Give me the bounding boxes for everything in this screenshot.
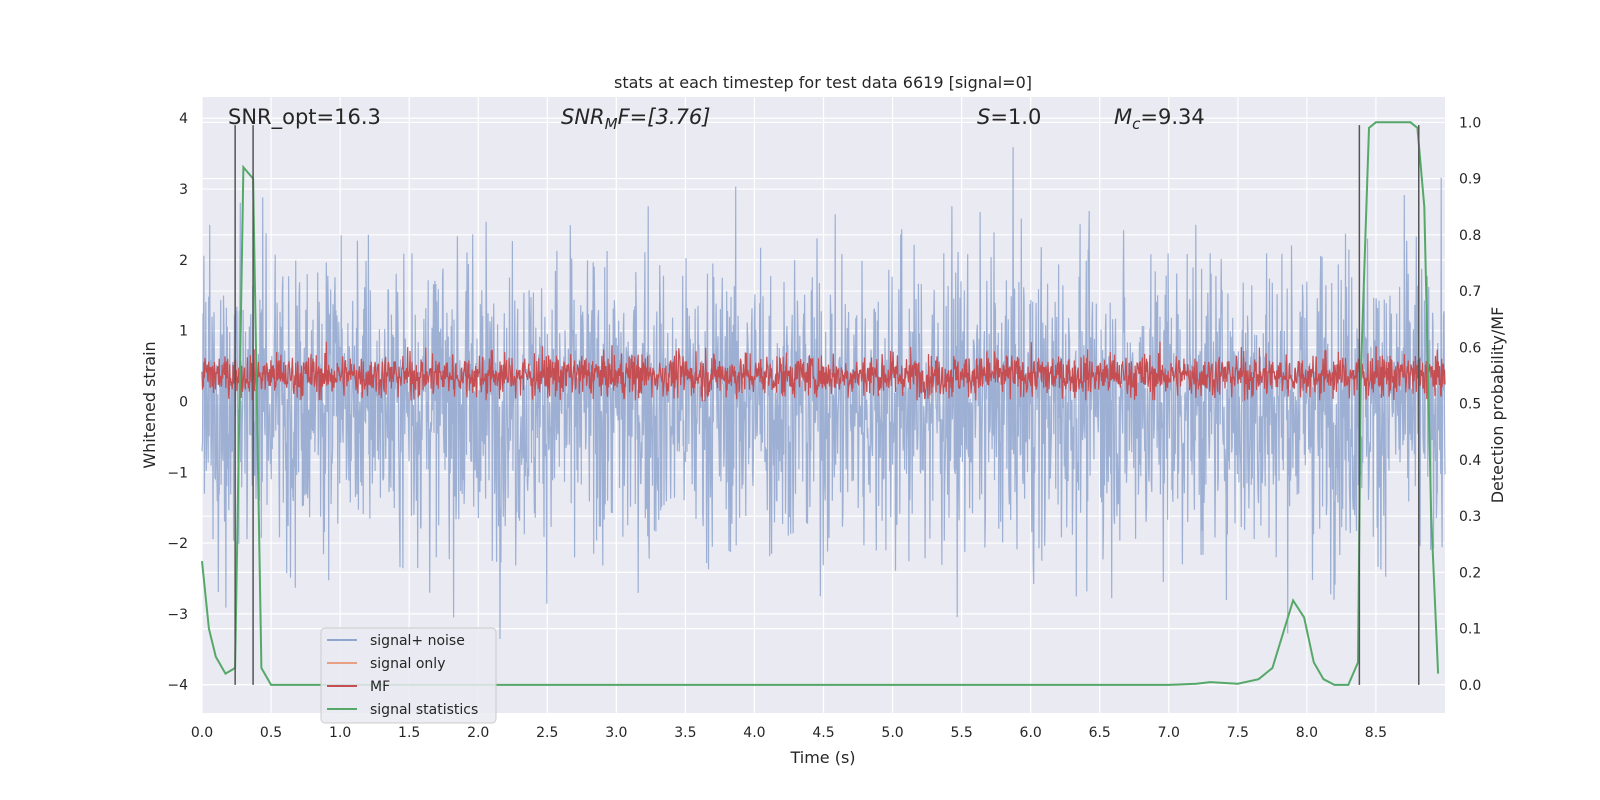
y-right-tick-label: 0.9 xyxy=(1459,172,1481,188)
annotation-mc-sub: c xyxy=(1132,115,1141,133)
annotation-snr-mf: SNRMF=[3.76] xyxy=(561,105,710,133)
series-signal-statistics-line xyxy=(201,121,1440,686)
y-tick-label: −1 xyxy=(167,465,188,481)
y-tick-label: −4 xyxy=(167,678,188,694)
series-mf-line xyxy=(201,341,1446,402)
annotation-snr-opt: SNR_opt=16.3 xyxy=(228,105,381,130)
y-right-tick-label: 0.5 xyxy=(1459,397,1481,413)
x-tick-label: 2.5 xyxy=(536,725,558,741)
annotation-snr-mf-rest: F=[3.76] xyxy=(618,105,711,129)
x-tick-label: 6.5 xyxy=(1089,725,1111,741)
annotation-s-value: =1.0 xyxy=(990,105,1041,129)
x-tick-label: 8.0 xyxy=(1296,725,1318,741)
x-tick-label: 1.5 xyxy=(398,725,420,741)
legend-label-signal-statistics: signal statistics xyxy=(370,702,478,718)
y-tick-label: 0 xyxy=(179,394,188,410)
legend: signal+ noise signal only MF signal stat… xyxy=(320,627,497,724)
series-signal-statistics xyxy=(201,121,1440,686)
y-right-tick-label: 0.2 xyxy=(1459,565,1481,581)
y-axis-label: Whitened strain xyxy=(140,341,159,468)
x-tick-label: 0.0 xyxy=(191,725,213,741)
annotation-mc: Mc=9.34 xyxy=(1114,105,1205,133)
y-right-tick-label: 1.0 xyxy=(1459,115,1481,131)
annotation-mc-value: =9.34 xyxy=(1140,105,1204,129)
detection-markers xyxy=(234,125,1420,685)
y-tick-label: −2 xyxy=(167,536,188,552)
x-tick-label: 8.5 xyxy=(1365,725,1387,741)
legend-label-mf: MF xyxy=(370,679,390,695)
x-tick-label: 4.5 xyxy=(812,725,834,741)
x-axis-ticks: 0.0 0.5 1.0 1.5 2.0 2.5 3.0 3.5 4.0 4.5 5.0 5.5 6.0 6… xyxy=(191,725,1387,741)
y-right-tick-label: 0.1 xyxy=(1459,622,1481,638)
x-tick-label: 4.0 xyxy=(743,725,765,741)
y-tick-label: 3 xyxy=(179,182,188,198)
y-right-axis-ticks: 0.0 0.1 0.2 0.3 0.4 0.5 0.6 0.7 0.8 0.9 1.0 xyxy=(1459,115,1481,694)
x-tick-label: 7.5 xyxy=(1227,725,1249,741)
x-axis-label: Time (s) xyxy=(789,748,855,767)
x-tick-label: 3.0 xyxy=(605,725,627,741)
y-tick-label: −3 xyxy=(167,607,188,623)
y-right-tick-label: 0.4 xyxy=(1459,453,1481,469)
annotation-s: S=1.0 xyxy=(977,105,1041,129)
y-tick-label: 4 xyxy=(179,111,188,127)
annotation-snr-mf-sub: M xyxy=(605,115,618,133)
y-right-tick-label: 0.6 xyxy=(1459,340,1481,356)
series-mf xyxy=(201,341,1446,402)
legend-label-signal-noise: signal+ noise xyxy=(370,633,465,649)
legend-label-signal-only: signal only xyxy=(370,656,445,672)
y-right-tick-label: 0.3 xyxy=(1459,509,1481,525)
x-tick-label: 2.0 xyxy=(467,725,489,741)
x-tick-label: 0.5 xyxy=(260,725,282,741)
x-tick-label: 7.0 xyxy=(1158,725,1180,741)
legend-box xyxy=(320,627,497,724)
annotation-s-label: S xyxy=(977,105,990,129)
x-tick-label: 1.0 xyxy=(329,725,351,741)
x-tick-label: 5.5 xyxy=(950,725,972,741)
y-right-tick-label: 0.8 xyxy=(1459,228,1481,244)
y-axis-ticks: −4 −3 −2 −1 0 1 2 3 4 xyxy=(167,111,188,693)
x-tick-label: 5.0 xyxy=(881,725,903,741)
annotation-mc-label: M xyxy=(1114,105,1132,129)
y-right-tick-label: 0.7 xyxy=(1459,284,1481,300)
annotation-snr-mf-label: SNR xyxy=(561,105,605,129)
x-tick-label: 3.5 xyxy=(674,725,696,741)
y-right-axis-label: Detection probability/MF xyxy=(1488,307,1507,504)
x-tick-label: 6.0 xyxy=(1020,725,1042,741)
chart-title: stats at each timestep for test data 661… xyxy=(614,73,1032,92)
y-tick-label: 1 xyxy=(179,324,188,340)
y-right-tick-label: 0.0 xyxy=(1459,678,1481,694)
y-tick-label: 2 xyxy=(179,253,188,269)
